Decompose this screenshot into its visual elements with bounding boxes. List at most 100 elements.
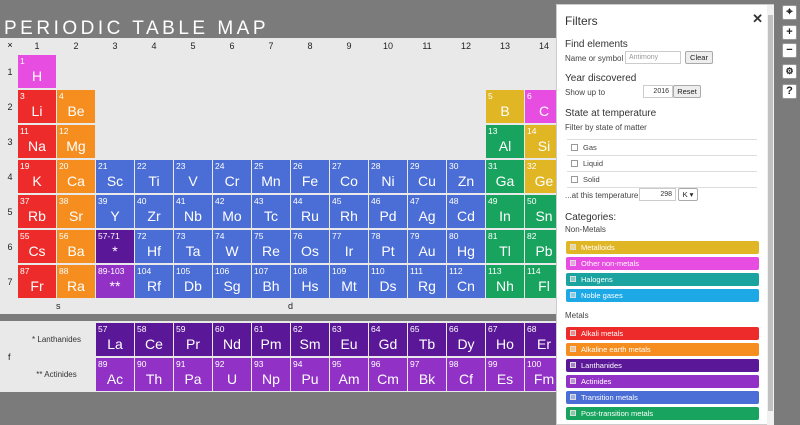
element-cell[interactable]: 92 U [213,358,251,391]
category-toggle[interactable]: Lanthanides [566,359,759,372]
category-toggle[interactable]: Metalloids [566,241,759,254]
element-cell[interactable]: 94 Pu [291,358,329,391]
element-cell[interactable]: 105 Db [174,265,212,298]
checkbox[interactable] [570,292,576,298]
element-cell[interactable]: 57-71 * [96,230,134,263]
checkbox[interactable] [571,176,578,183]
reset-button[interactable]: Reset [673,85,701,98]
element-cell[interactable]: 64 Gd [369,323,407,356]
element-cell[interactable]: 65 Tb [408,323,446,356]
element-cell[interactable]: 59 Pr [174,323,212,356]
element-cell[interactable]: 4 Be [57,90,95,123]
year-input[interactable]: 2016 [643,85,673,98]
element-cell[interactable]: 19 K [18,160,56,193]
checkbox[interactable] [571,144,578,151]
element-cell[interactable]: 49 In [486,195,524,228]
element-cell[interactable]: 48 Cd [447,195,485,228]
element-cell[interactable]: 41 Nb [174,195,212,228]
clear-button[interactable]: Clear [685,51,713,64]
checkbox[interactable] [570,362,576,368]
element-cell[interactable]: 96 Cm [369,358,407,391]
element-cell[interactable]: 113 Nh [486,265,524,298]
element-cell[interactable]: 63 Eu [330,323,368,356]
element-cell[interactable]: 39 Y [96,195,134,228]
element-cell[interactable]: 22 Ti [135,160,173,193]
element-cell[interactable]: 78 Pt [369,230,407,263]
category-toggle[interactable]: Alkali metals [566,327,759,340]
element-cell[interactable]: 80 Hg [447,230,485,263]
element-cell[interactable]: 67 Ho [486,323,524,356]
element-cell[interactable]: 112 Cn [447,265,485,298]
element-cell[interactable]: 97 Bk [408,358,446,391]
element-cell[interactable]: 76 Os [291,230,329,263]
element-cell[interactable]: 12 Mg [57,125,95,158]
checkbox[interactable] [571,160,578,167]
checkbox[interactable] [570,260,576,266]
category-toggle[interactable]: Transition metals [566,391,759,404]
element-cell[interactable]: 74 W [213,230,251,263]
element-cell[interactable]: 81 Tl [486,230,524,263]
element-cell[interactable]: 88 Ra [57,265,95,298]
element-cell[interactable]: 66 Dy [447,323,485,356]
element-cell[interactable]: 42 Mo [213,195,251,228]
state-option[interactable]: Gas [567,139,757,156]
element-cell[interactable]: 72 Hf [135,230,173,263]
element-cell[interactable]: 31 Ga [486,160,524,193]
element-cell[interactable]: 56 Ba [57,230,95,263]
element-cell[interactable]: 60 Nd [213,323,251,356]
category-toggle[interactable]: Halogens [566,273,759,286]
element-cell[interactable]: 98 Cf [447,358,485,391]
element-cell[interactable]: 25 Mn [252,160,290,193]
element-cell[interactable]: 55 Cs [18,230,56,263]
element-cell[interactable]: 43 Tc [252,195,290,228]
category-toggle[interactable]: Other non-metals [566,257,759,270]
element-cell[interactable]: 87 Fr [18,265,56,298]
element-cell[interactable]: 57 La [96,323,134,356]
element-cell[interactable]: 109 Mt [330,265,368,298]
element-cell[interactable]: 91 Pa [174,358,212,391]
zoom-out-button[interactable]: − [782,43,797,58]
element-cell[interactable]: 73 Ta [174,230,212,263]
locate-button[interactable]: ⌖ [782,5,797,20]
checkbox[interactable] [570,244,576,250]
element-cell[interactable]: 30 Zn [447,160,485,193]
element-cell[interactable]: 38 Sr [57,195,95,228]
element-cell[interactable]: 110 Ds [369,265,407,298]
help-button[interactable]: ? [782,84,797,99]
element-cell[interactable]: 79 Au [408,230,446,263]
element-cell[interactable]: 3 Li [18,90,56,123]
category-toggle[interactable]: Noble gases [566,289,759,302]
element-cell[interactable]: 28 Ni [369,160,407,193]
element-cell[interactable]: 89-103 ** [96,265,134,298]
zoom-in-button[interactable]: + [782,25,797,40]
unit-select[interactable]: K ▾ [678,188,698,201]
element-cell[interactable]: 106 Sg [213,265,251,298]
element-cell[interactable]: 75 Re [252,230,290,263]
element-cell[interactable]: 95 Am [330,358,368,391]
close-icon[interactable]: ✕ [752,11,763,26]
checkbox[interactable] [570,276,576,282]
element-cell[interactable]: 44 Ru [291,195,329,228]
checkbox[interactable] [570,378,576,384]
element-cell[interactable]: 24 Cr [213,160,251,193]
checkbox[interactable] [570,346,576,352]
element-cell[interactable]: 107 Bh [252,265,290,298]
element-cell[interactable]: 29 Cu [408,160,446,193]
element-cell[interactable]: 93 Np [252,358,290,391]
element-cell[interactable]: 108 Hs [291,265,329,298]
element-cell[interactable]: 46 Pd [369,195,407,228]
state-option[interactable]: Solid [567,171,757,188]
element-cell[interactable]: 21 Sc [96,160,134,193]
element-cell[interactable]: 90 Th [135,358,173,391]
category-toggle[interactable]: Post-transition metals [566,407,759,420]
category-toggle[interactable]: Actinides [566,375,759,388]
element-cell[interactable]: 13 Al [486,125,524,158]
element-cell[interactable]: 23 V [174,160,212,193]
element-cell[interactable]: 37 Rb [18,195,56,228]
state-option[interactable]: Liquid [567,155,757,172]
settings-sliders-button[interactable]: ⚙ [782,64,797,79]
element-cell[interactable]: 104 Rf [135,265,173,298]
element-cell[interactable]: 20 Ca [57,160,95,193]
find-input[interactable]: Antimony [625,51,681,64]
